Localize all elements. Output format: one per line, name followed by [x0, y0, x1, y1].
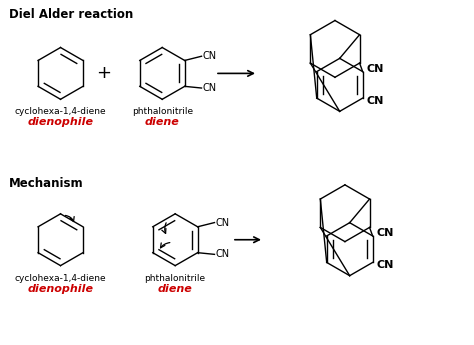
- Text: diene: diene: [158, 284, 192, 294]
- Text: Mechanism: Mechanism: [9, 177, 83, 190]
- Text: diene: diene: [145, 117, 180, 127]
- Text: CN: CN: [202, 83, 217, 93]
- Text: dienophile: dienophile: [27, 117, 93, 127]
- Text: phthalonitrile: phthalonitrile: [132, 107, 193, 116]
- Text: CN: CN: [366, 96, 384, 106]
- Text: cyclohexa-1,4-diene: cyclohexa-1,4-diene: [15, 107, 106, 116]
- Text: CN: CN: [216, 218, 229, 228]
- Text: cyclohexa-1,4-diene: cyclohexa-1,4-diene: [15, 274, 106, 283]
- Text: Diel Alder reaction: Diel Alder reaction: [9, 8, 133, 21]
- Text: phthalonitrile: phthalonitrile: [145, 274, 206, 283]
- Text: CN: CN: [216, 249, 229, 259]
- Text: CN: CN: [376, 228, 394, 238]
- Text: +: +: [96, 65, 111, 82]
- Text: CN: CN: [376, 260, 394, 270]
- Text: CN: CN: [202, 51, 217, 61]
- Text: CN: CN: [366, 64, 384, 74]
- Text: dienophile: dienophile: [27, 284, 93, 294]
